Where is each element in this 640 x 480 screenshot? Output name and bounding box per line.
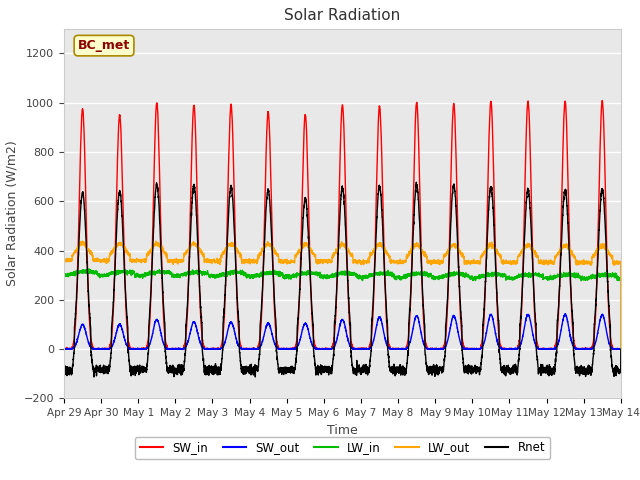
LW_out [616,261,624,267]
LW_in [617,346,625,352]
Rnet [60,363,68,369]
LW_in [161,269,168,275]
Rnet [322,367,330,372]
Line: SW_out: SW_out [64,314,621,349]
SW_in [467,346,475,352]
SW_out [616,346,624,351]
LW_out [60,257,68,263]
LW_in [322,275,330,280]
SW_in [616,346,624,352]
LW_in [467,275,475,280]
LW_out [499,259,507,264]
SW_out [467,346,475,352]
LW_in [499,272,507,278]
LW_in [436,275,444,280]
Line: Rnet: Rnet [64,182,621,377]
SW_in [598,98,606,104]
SW_out [617,346,625,352]
SW_out [160,342,168,348]
Text: BC_met: BC_met [78,39,130,52]
SW_out [562,311,570,317]
SW_in [617,346,625,352]
SW_in [322,346,330,351]
SW_out [322,346,330,352]
Rnet [161,315,168,321]
SW_out [499,346,506,352]
Rnet [499,363,507,369]
LW_in [616,276,624,282]
SW_in [60,346,68,352]
Rnet [616,369,624,374]
Rnet [436,367,444,373]
Line: LW_in: LW_in [64,269,621,349]
Title: Solar Radiation: Solar Radiation [284,9,401,24]
SW_in [499,346,506,352]
LW_out [467,259,475,264]
LW_out [322,258,330,264]
Legend: SW_in, SW_out, LW_in, LW_out, Rnet: SW_in, SW_out, LW_in, LW_out, Rnet [135,437,550,459]
LW_in [60,274,68,279]
Y-axis label: Solar Radiation (W/m2): Solar Radiation (W/m2) [5,141,18,287]
LW_out [79,238,86,244]
Rnet [617,346,625,352]
SW_in [160,323,168,329]
X-axis label: Time: Time [327,424,358,437]
LW_out [436,258,444,264]
Line: SW_in: SW_in [64,101,621,349]
LW_in [85,266,93,272]
LW_out [617,346,625,352]
Line: LW_out: LW_out [64,241,621,349]
LW_out [161,250,168,255]
Rnet [90,374,98,380]
Rnet [468,368,476,374]
Rnet [413,180,420,185]
SW_out [436,346,444,352]
SW_out [60,346,68,352]
SW_in [436,346,444,352]
